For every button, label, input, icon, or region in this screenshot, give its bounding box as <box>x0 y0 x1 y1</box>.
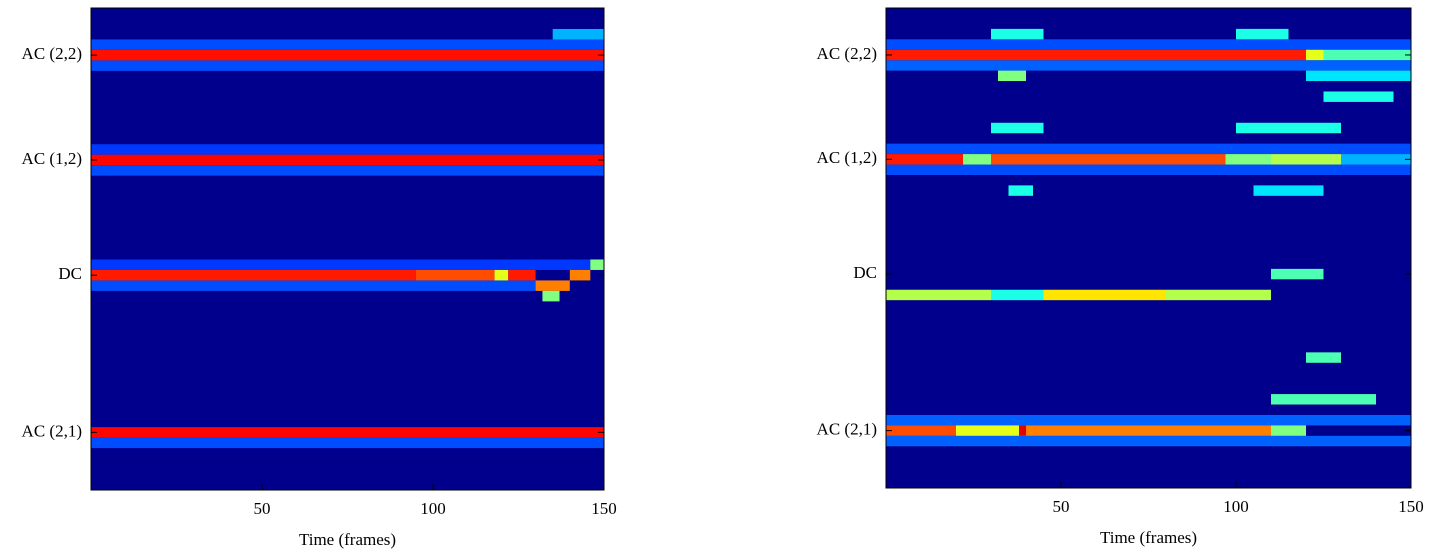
plot-border <box>885 7 1412 489</box>
heat-cell <box>886 425 956 436</box>
x-tick-label: 150 <box>1398 497 1424 516</box>
heat-cell <box>886 435 1411 447</box>
plot-area <box>90 7 605 491</box>
heat-cell <box>991 122 1044 134</box>
y-tick-label: AC (2,2) <box>817 44 877 63</box>
x-axis-label: Time (frames) <box>299 530 396 549</box>
y-tick-label: AC (1,2) <box>22 149 82 168</box>
heat-cell <box>1271 425 1306 436</box>
heat-cell <box>542 290 560 302</box>
heat-cell <box>91 60 604 71</box>
heat-cell <box>1271 394 1376 405</box>
y-tick-label: DC <box>853 263 877 282</box>
x-tick-label: 150 <box>591 499 617 518</box>
heat-cell <box>91 259 591 270</box>
heat-cell <box>886 154 963 165</box>
heat-cell <box>494 269 509 281</box>
heat-cell <box>886 60 1411 71</box>
heat-cell <box>1306 49 1324 61</box>
heat-cell <box>1323 49 1411 61</box>
heat-cell <box>1306 352 1341 363</box>
heat-cell <box>991 289 1044 301</box>
heat-cell <box>1306 70 1411 82</box>
heat-cell <box>91 39 604 50</box>
heat-cell <box>886 39 1411 50</box>
heat-cell <box>886 164 1411 175</box>
heat-cell <box>886 143 1411 155</box>
x-tick-label: 100 <box>420 499 446 518</box>
heat-cell <box>1236 122 1341 134</box>
heat-cell <box>91 280 536 291</box>
heat-cell <box>1008 185 1033 196</box>
heat-cell <box>886 414 1411 426</box>
heat-cell <box>552 28 604 40</box>
heat-cell <box>569 269 591 281</box>
heat-cell <box>91 427 604 438</box>
heat-cell <box>991 28 1044 40</box>
plot-area <box>885 7 1412 489</box>
heat-cell <box>508 269 536 281</box>
y-tick-label: DC <box>58 264 82 283</box>
heat-cell <box>1166 289 1271 301</box>
heat-cell <box>91 165 604 176</box>
heat-cell <box>963 154 991 165</box>
plot-border <box>90 7 605 491</box>
heat-cell <box>1026 425 1271 436</box>
heat-cell <box>1225 154 1271 165</box>
heat-cell <box>956 425 1026 436</box>
heat-cell <box>535 280 570 291</box>
x-tick-label: 50 <box>1053 497 1070 516</box>
heat-cell <box>91 437 604 449</box>
heat-cell <box>91 154 604 166</box>
y-tick-label: AC (2,2) <box>22 44 82 63</box>
heat-cell <box>998 70 1026 82</box>
heat-cell <box>1253 185 1324 196</box>
heat-cell <box>1271 154 1341 165</box>
y-tick-label: AC (1,2) <box>817 148 877 167</box>
heat-cell <box>91 144 604 155</box>
heat-cell <box>1043 289 1166 301</box>
heat-cell <box>991 154 1226 165</box>
x-tick-label: 50 <box>254 499 271 518</box>
x-axis-label: Time (frames) <box>1100 528 1197 547</box>
heat-cell <box>886 49 1306 61</box>
heat-cell <box>1341 154 1411 165</box>
heat-cell <box>1323 91 1394 102</box>
heat-cell <box>1271 268 1324 280</box>
heat-cell <box>590 259 604 270</box>
heat-cell <box>886 289 991 301</box>
x-tick-label: 100 <box>1223 497 1249 516</box>
y-tick-label: AC (2,1) <box>22 421 82 440</box>
y-tick-label: AC (2,1) <box>817 420 877 439</box>
heat-cell <box>1236 28 1289 40</box>
heat-cell <box>91 269 416 281</box>
heat-cell <box>415 269 495 281</box>
heat-cell <box>1019 425 1026 436</box>
heat-cell <box>91 49 604 61</box>
